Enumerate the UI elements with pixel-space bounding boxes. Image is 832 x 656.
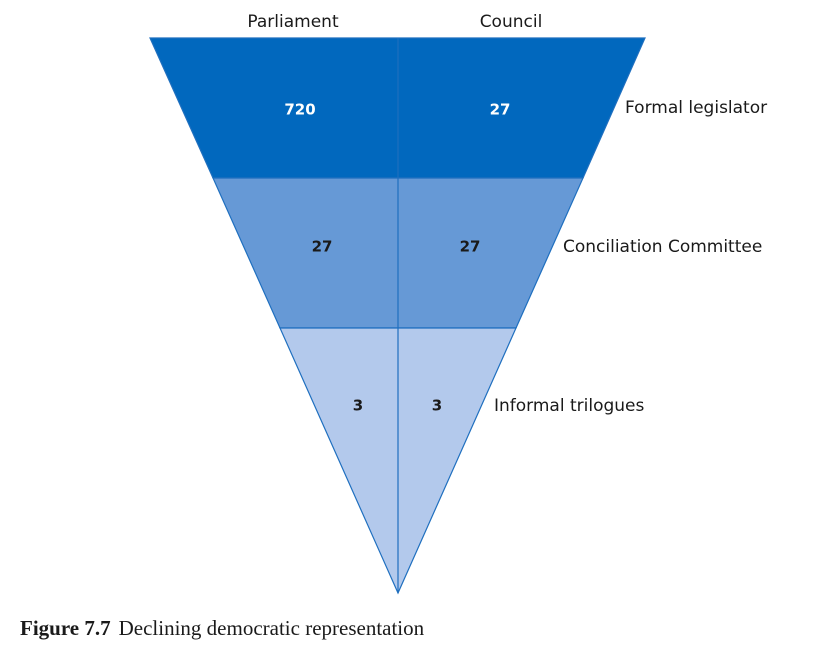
caption-number: Figure 7.7 xyxy=(20,616,111,640)
column-header: Parliament xyxy=(247,12,339,32)
value: 720 xyxy=(284,101,315,119)
column-header: Council xyxy=(480,12,543,32)
value: 3 xyxy=(432,397,442,415)
value: 27 xyxy=(460,238,481,256)
funnel xyxy=(149,37,646,595)
value: 27 xyxy=(312,238,333,256)
level-label: Informal trilogues xyxy=(494,396,644,416)
caption-text: Declining democratic representation xyxy=(119,616,425,640)
value: 27 xyxy=(490,101,511,119)
level-label: Conciliation Committee xyxy=(563,237,762,257)
caption: Figure 7.7 Declining democratic represent… xyxy=(20,616,425,640)
level-label: Formal legislator xyxy=(625,98,767,118)
value: 3 xyxy=(353,397,363,415)
